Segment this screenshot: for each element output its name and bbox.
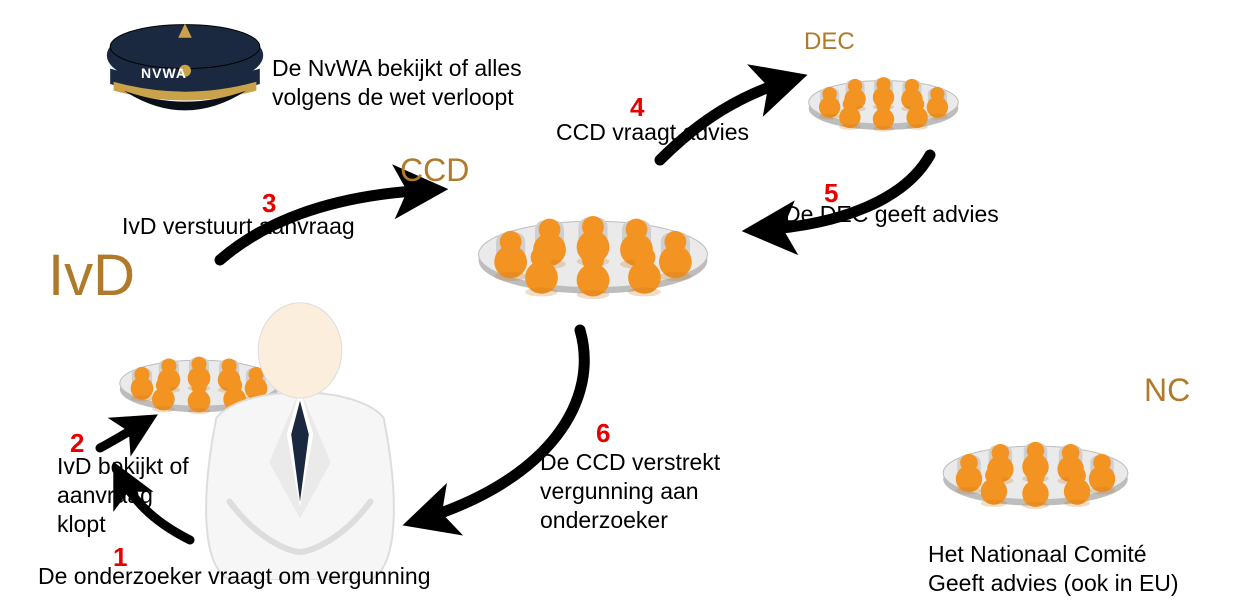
nc-caption: Het Nationaal Comité Geeft advies (ook i… — [928, 540, 1238, 598]
dec-label: DEC — [804, 28, 855, 56]
step-6-text: De CCD verstrekt vergunning aan onderzoe… — [540, 448, 780, 534]
step-4-text: CCD vraagt advies — [556, 118, 786, 147]
nc-label: NC — [1144, 372, 1190, 409]
ccd-meeting — [450, 153, 736, 348]
step-6-number: 6 — [596, 418, 610, 449]
step-1-text: De onderzoeker vraagt om vergunning — [38, 562, 458, 591]
step-3-text: IvD verstuurt aanvraag — [122, 212, 382, 241]
ivd-label: IvD — [48, 242, 135, 309]
step-5-text: De DEC geeft advies — [784, 200, 1024, 229]
nc-meeting — [920, 391, 1151, 549]
nvwa-caption: De NvWA bekijkt of alles volgens de wet … — [272, 54, 572, 112]
ccd-label: CCD — [400, 152, 469, 189]
nvwa-badge-text: NVWA — [141, 65, 187, 81]
step-2-text: IvD bekijkt of aanvraag klopt — [57, 452, 237, 538]
